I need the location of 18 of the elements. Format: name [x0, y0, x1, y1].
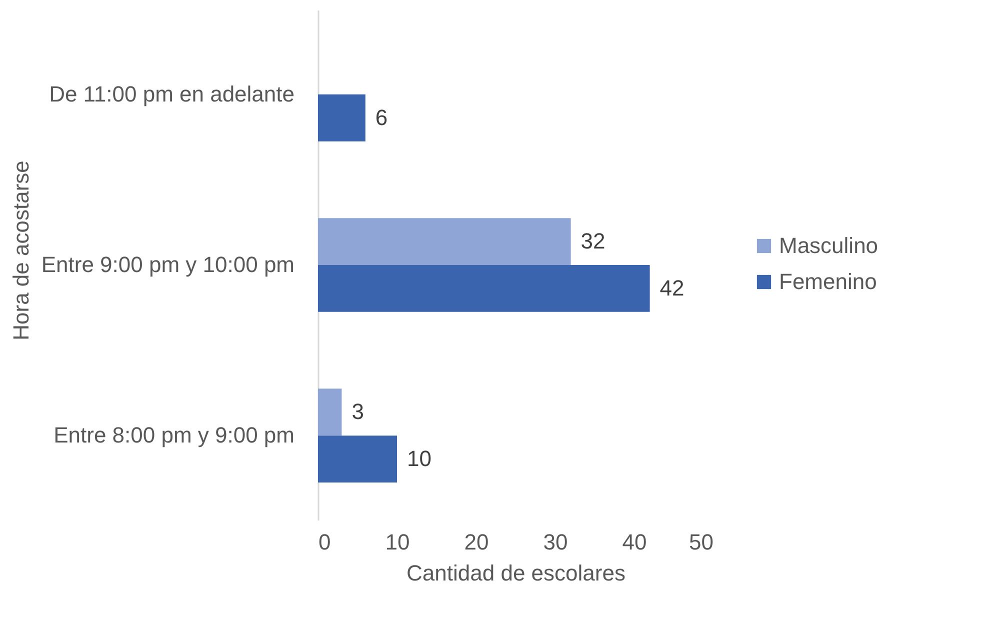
x-tick-label: 40 — [622, 530, 647, 554]
x-tick-label: 10 — [385, 530, 410, 554]
legend-label: Masculino — [779, 233, 878, 258]
data-label: 3 — [352, 399, 364, 424]
y-axis-title: Hora de acostarse — [8, 160, 34, 340]
data-label: 10 — [407, 446, 432, 472]
y-tick-label: Entre 8:00 pm y 9:00 pm — [54, 422, 294, 448]
x-axis-title: Cantidad de escolares — [406, 560, 626, 586]
y-tick-label: De 11:00 pm en adelante — [49, 81, 294, 106]
x-tick-label: 50 — [689, 530, 714, 554]
x-tick-label: 30 — [543, 530, 568, 554]
legend-label: Femenino — [779, 269, 877, 294]
data-label: 6 — [375, 104, 388, 130]
x-tick-label: 0 — [318, 530, 331, 554]
data-label: 42 — [660, 275, 684, 300]
data-label: 32 — [580, 228, 606, 254]
y-tick-label: Entre 9:00 pm y 10:00 pm — [41, 252, 294, 277]
x-tick-label: 20 — [464, 530, 489, 554]
